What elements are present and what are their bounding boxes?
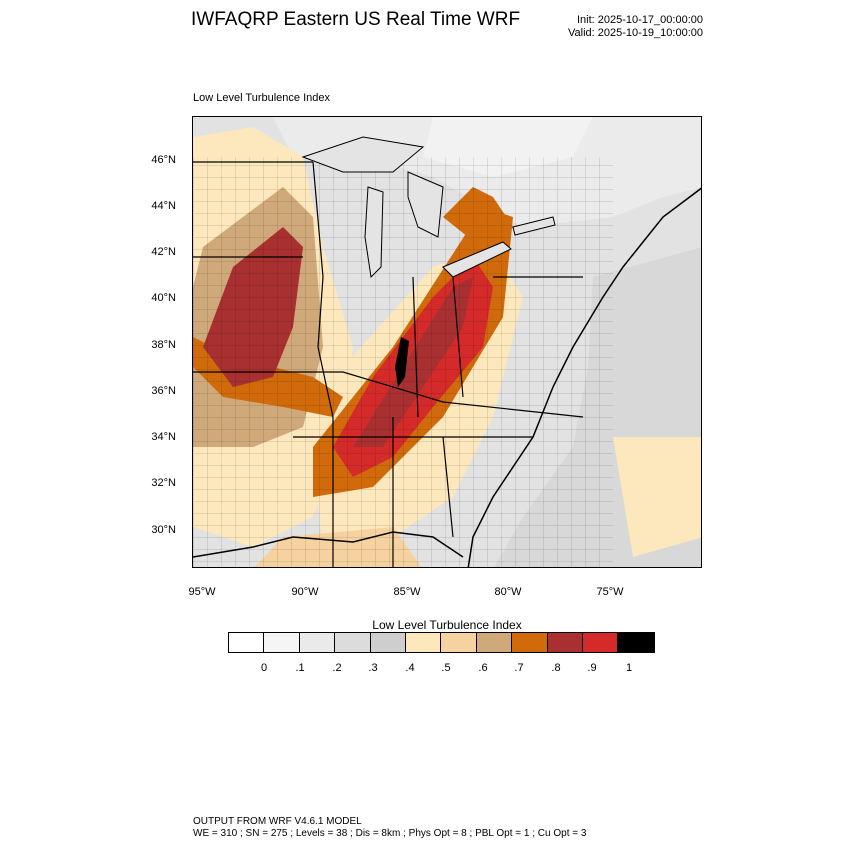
east-coastline <box>467 187 701 567</box>
colorbar-box-4 <box>370 633 406 652</box>
lat-label-34: 34°N <box>151 431 176 443</box>
init-time: Init: 2025-10-17_00:00:00 <box>577 14 703 26</box>
lat-label-30: 30°N <box>151 524 176 536</box>
turbulence-map <box>193 117 701 567</box>
colorbar-tick-8: .8 <box>551 662 561 674</box>
valid-time: Valid: 2025-10-19_10:00:00 <box>568 27 703 39</box>
lat-label-42: 42°N <box>151 246 176 258</box>
colorbar-tick-1: .1 <box>295 662 305 674</box>
init-valid-times: Init: 2025-10-17_00:00:00 Valid: 2025-10… <box>568 14 703 40</box>
colorbar-title: Low Level Turbulence Index <box>372 618 522 632</box>
lake-huron <box>407 171 444 238</box>
colorbar-box-7 <box>476 633 513 652</box>
lat-label-32: 32°N <box>151 477 176 489</box>
colorbar-tick-6: .6 <box>478 662 488 674</box>
colorbar-box-0 <box>229 633 265 652</box>
lat-label-36: 36°N <box>151 385 176 397</box>
lon-label-75: 75°W <box>596 586 624 598</box>
colorbar-box-11 <box>618 633 654 652</box>
colorbar-box-6 <box>441 633 477 652</box>
lat-label-46: 46°N <box>151 154 176 166</box>
footer-params-line: WE = 310 ; SN = 275 ; Levels = 38 ; Dis … <box>193 828 587 839</box>
lake-ontario <box>512 216 556 236</box>
colorbar-tick-7: .7 <box>514 662 524 674</box>
colorbar <box>228 632 655 653</box>
lon-label-80: 80°W <box>494 586 522 598</box>
colorbar-tick-0: 0 <box>260 662 268 674</box>
colorbar-tick-10: 1 <box>625 662 633 674</box>
colorbar-box-1 <box>264 633 300 652</box>
colorbar-box-3 <box>335 633 371 652</box>
lat-label-40: 40°N <box>151 292 176 304</box>
lon-label-85: 85°W <box>393 586 421 598</box>
state-borders <box>193 161 584 567</box>
gulf-coastline <box>193 531 464 558</box>
colorbar-tick-2: .2 <box>332 662 342 674</box>
lon-label-95: 95°W <box>188 586 216 598</box>
lon-label-90: 90°W <box>291 586 319 598</box>
colorbar-tick-4: .4 <box>405 662 415 674</box>
colorbar-box-9 <box>547 633 583 652</box>
panel-title: Low Level Turbulence Index <box>193 92 330 104</box>
lat-label-44: 44°N <box>151 200 176 212</box>
colorbar-box-10 <box>582 633 619 652</box>
colorbar-box-5 <box>405 633 442 652</box>
footer-model-line: OUTPUT FROM WRF V4.6.1 MODEL <box>193 816 362 827</box>
lake-erie <box>442 241 512 278</box>
lat-label-38: 38°N <box>151 339 176 351</box>
lake-superior <box>301 136 425 173</box>
tan-region-southeast <box>613 437 701 557</box>
colorbar-tick-3: .3 <box>368 662 378 674</box>
map-frame <box>192 116 702 568</box>
footer: OUTPUT FROM WRF V4.6.1 MODEL WE = 310 ; … <box>193 816 586 840</box>
chart-title: IWFAQRP Eastern US Real Time WRF <box>191 9 521 30</box>
colorbar-box-8 <box>512 633 548 652</box>
colorbar-tick-9: .9 <box>587 662 597 674</box>
colorbar-tick-5: .5 <box>441 662 451 674</box>
lake-michigan <box>364 186 384 279</box>
colorbar-box-2 <box>299 633 336 652</box>
